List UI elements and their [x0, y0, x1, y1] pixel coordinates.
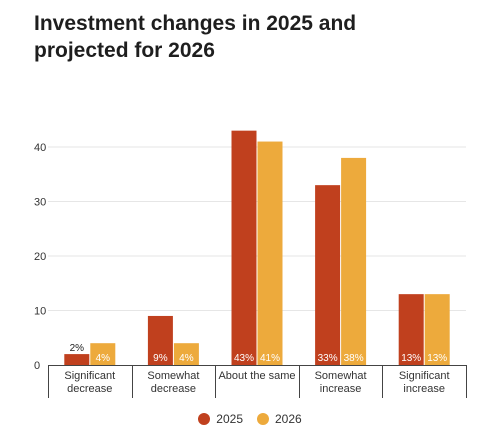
bars	[64, 130, 450, 365]
bar-2025-2	[231, 130, 257, 365]
bar-2025-0	[64, 354, 90, 365]
data-label: 43%	[234, 353, 254, 364]
data-label: 2%	[70, 343, 85, 354]
bar-2025-1	[147, 315, 173, 365]
data-label: 9%	[153, 353, 168, 364]
legend-item-2025: 2025	[198, 412, 243, 426]
legend: 2025 2026	[0, 412, 500, 426]
data-label: 41%	[260, 353, 280, 364]
legend-swatch-2026	[257, 413, 269, 425]
bar-2025-4	[398, 294, 424, 365]
y-axis-ticks: 0 10 20 30 40	[34, 142, 46, 372]
x-tick-label: increase	[320, 383, 362, 395]
legend-item-2026: 2026	[257, 412, 302, 426]
y-tick-label: 30	[34, 197, 46, 209]
data-label: 13%	[401, 353, 421, 364]
y-tick-label: 20	[34, 251, 46, 263]
y-tick-label: 10	[34, 306, 46, 318]
x-axis: SignificantdecreaseSomewhatdecreaseAbout…	[48, 365, 467, 398]
bar-2026-0	[90, 343, 116, 365]
bar-2026-4	[424, 294, 450, 365]
x-tick-label: About the same	[218, 370, 295, 382]
bar-2026-1	[173, 343, 199, 365]
data-label: 4%	[96, 353, 111, 364]
data-label: 4%	[179, 353, 194, 364]
x-tick-label: Significant	[64, 370, 115, 382]
x-tick-label: Somewhat	[315, 370, 367, 382]
bar-2025-3	[315, 185, 341, 365]
data-labels: 2% 4% 9% 4% 43% 41% 33% 38% 13% 13%	[70, 343, 448, 364]
data-label: 33%	[318, 353, 338, 364]
bar-2026-3	[341, 157, 367, 365]
x-tick-label: increase	[403, 383, 445, 395]
gridlines	[48, 146, 466, 311]
x-tick-label: decrease	[151, 383, 196, 395]
x-tick-label: decrease	[67, 383, 112, 395]
legend-label-2026: 2026	[275, 412, 302, 426]
chart-title: Investment changes in 2025 and projected…	[34, 10, 474, 64]
legend-swatch-2025	[198, 413, 211, 425]
x-tick-label: Somewhat	[147, 370, 199, 382]
bar-2026-2	[257, 141, 283, 365]
chart-title-line-1: Investment changes in 2025 and	[34, 12, 357, 35]
chart-title-line-2: projected for 2026	[34, 39, 215, 62]
y-tick-label: 40	[34, 142, 46, 154]
x-tick-label: Significant	[399, 370, 450, 382]
data-label: 38%	[344, 353, 364, 364]
y-tick-label: 0	[34, 360, 40, 372]
legend-label-2025: 2025	[216, 412, 243, 426]
data-label: 13%	[427, 353, 447, 364]
